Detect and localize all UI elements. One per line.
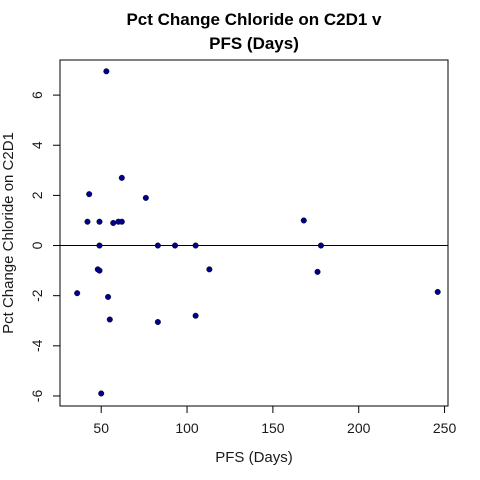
y-tick-label: 0 [29,241,45,249]
data-point [206,266,213,273]
x-tick-label: 100 [175,420,199,436]
data-point [74,290,81,297]
y-axis-label: Pct Change Chloride on C2D1 [0,132,17,334]
data-point [118,174,125,181]
data-point [103,68,110,75]
y-tick-label: -4 [29,339,45,352]
data-point [96,218,103,225]
plot-frame [59,59,449,407]
data-point [86,191,93,198]
chart-title-line-1: Pct Change Chloride on C2D1 v [126,10,382,29]
data-point [142,194,149,201]
x-tick-label: 200 [347,420,371,436]
data-point [192,312,199,319]
y-tick-label: 2 [29,191,45,199]
x-axis-label: PFS (Days) [215,449,293,466]
x-tick-label: 150 [261,420,285,436]
data-point [105,293,112,300]
data-point [96,267,103,274]
x-axis: 50 100 150 200 250 [93,405,457,436]
y-axis: -6 -4 -2 0 2 4 6 [29,91,61,403]
x-tick-label: 250 [433,420,457,436]
data-point [434,288,441,295]
data-point [118,218,125,225]
y-tick-label: 6 [29,91,45,99]
data-point [84,218,91,225]
data-point [98,390,105,397]
y-tick-label: 4 [29,141,45,149]
chart-title-line-2: PFS (Days) [209,34,299,53]
data-points [74,68,441,397]
data-point [106,316,113,323]
data-point [314,268,321,275]
y-tick-label: -2 [29,289,45,302]
data-point [154,242,161,249]
data-point [110,219,117,226]
data-point [317,242,324,249]
data-point [172,242,179,249]
data-point [154,319,161,326]
data-point [192,242,199,249]
data-point [300,217,307,224]
y-tick-label: -6 [29,390,45,403]
x-tick-label: 50 [93,420,109,436]
data-point [96,242,103,249]
